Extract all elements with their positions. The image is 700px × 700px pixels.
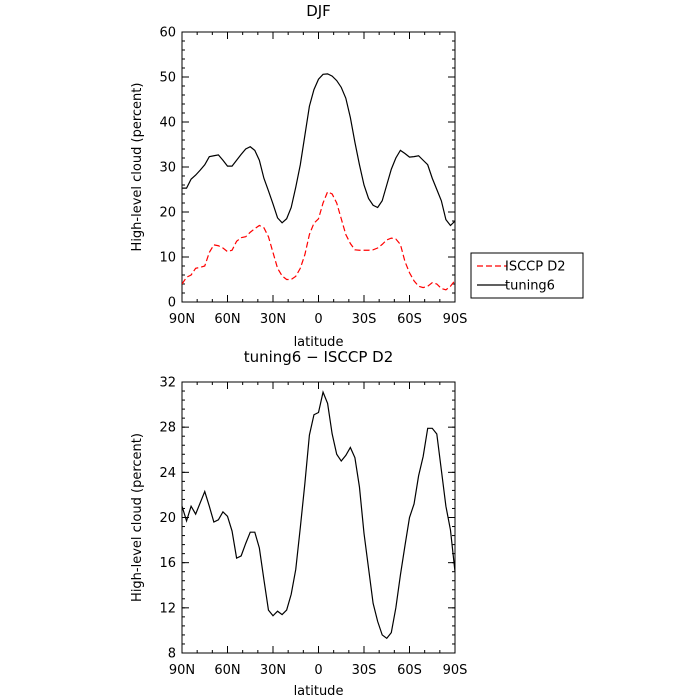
y-axis-label: High-level cloud (percent) <box>130 83 145 252</box>
chart-panel-2: 90N 60N 30N 0 30S 60S 90S 8 12 16 20 24 28 32 tuning6 … <box>130 348 468 699</box>
y-tick-label: 40 <box>159 116 176 131</box>
y-tick-label: 50 <box>159 71 176 86</box>
x-tick-label: 30N <box>260 663 286 678</box>
chart-title: DJF <box>306 2 331 20</box>
y-tick-label: 10 <box>159 251 176 266</box>
x-tick-label: 60N <box>214 312 240 327</box>
x-tick-label: 60S <box>397 312 422 327</box>
plot-frame <box>181 381 456 654</box>
x-axis-label: latitude <box>294 684 344 699</box>
y-tick-label: 12 <box>159 601 176 616</box>
chart-panel-1: 90N 60N 30N 0 30S 60S 90S 0 10 20 30 40 50 60 DJF latit… <box>130 2 467 350</box>
legend-box <box>470 252 584 299</box>
y-tick-label: 20 <box>159 206 176 221</box>
x-tick-label: 60S <box>397 663 422 678</box>
series-line-isccp-d2 <box>182 190 455 291</box>
legend: ISCCP D2 tuning6 <box>470 252 584 299</box>
series-group <box>182 390 455 640</box>
series-group <box>182 73 455 291</box>
chart-title: tuning6 − ISCCP D2 <box>244 348 394 366</box>
series-line-tuning6 <box>182 73 455 227</box>
y-tick-label: 30 <box>159 161 176 176</box>
x-tick-label: 90N <box>169 312 195 327</box>
y-tick-label: 20 <box>159 511 176 526</box>
plot-frame <box>181 31 456 303</box>
y-tick-label: 16 <box>159 556 176 571</box>
y-axis-label: High-level cloud (percent) <box>130 433 145 602</box>
x-tick-label: 60N <box>214 663 240 678</box>
x-tick-label: 90S <box>443 663 468 678</box>
y-tick-label: 24 <box>159 466 176 481</box>
x-tick-label: 30S <box>352 312 377 327</box>
x-tick-label: 90S <box>443 312 468 327</box>
x-tick-label: 0 <box>314 663 322 678</box>
x-tick-label: 0 <box>314 312 322 327</box>
y-tick-label: 0 <box>168 296 176 311</box>
y-tick-label: 28 <box>159 421 176 436</box>
legend-label: tuning6 <box>505 279 555 294</box>
y-tick-label: 60 <box>159 26 176 41</box>
legend-label: ISCCP D2 <box>505 260 566 275</box>
x-tick-label: 30N <box>260 312 286 327</box>
x-tick-label: 90N <box>169 663 195 678</box>
series-line-difference <box>182 390 455 640</box>
x-axis-label: latitude <box>294 335 344 350</box>
y-tick-label: 8 <box>168 647 176 662</box>
x-tick-label: 30S <box>352 663 377 678</box>
y-tick-label: 32 <box>159 376 176 391</box>
